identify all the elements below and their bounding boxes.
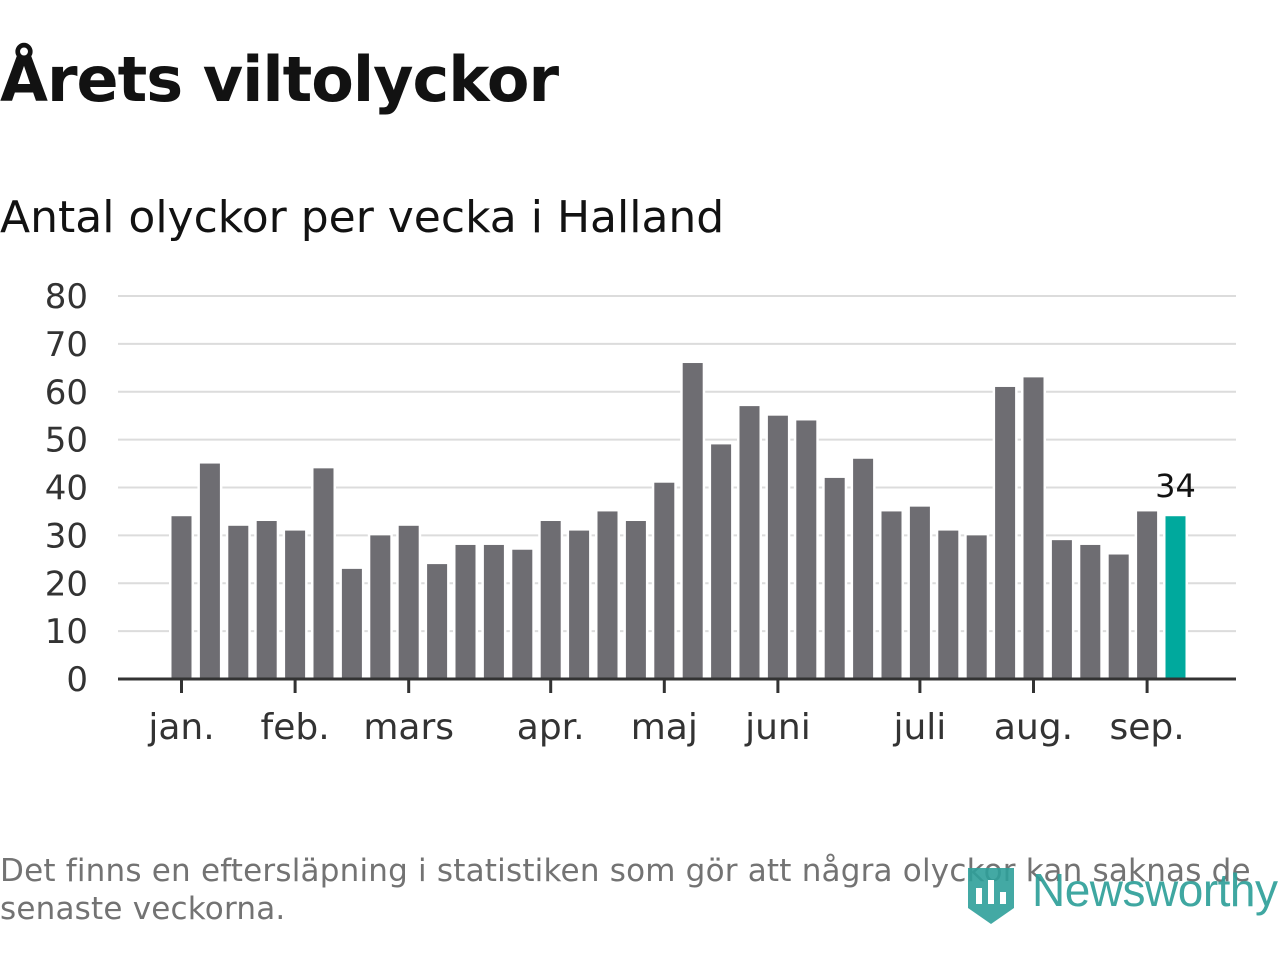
y-tick-label: 70: [45, 325, 88, 365]
bar: [850, 456, 876, 682]
bar: [651, 480, 677, 682]
bar: [566, 528, 592, 682]
newsworthy-logo: Newsworthy: [964, 858, 1280, 930]
bar: [595, 508, 620, 682]
highlight-value-label: 34: [1155, 467, 1196, 505]
bar: [879, 508, 904, 682]
bar: [396, 523, 422, 682]
x-tick-label: juni: [744, 707, 811, 748]
bar: [197, 461, 223, 682]
bar: [311, 465, 336, 682]
bar: [424, 561, 450, 682]
x-axis: [118, 677, 1236, 693]
bar: [822, 475, 848, 682]
y-tick-label: 20: [45, 564, 88, 604]
bar: [1077, 542, 1103, 682]
bar: [453, 542, 478, 682]
y-tick-label: 60: [45, 373, 88, 413]
x-tick-label: maj: [631, 707, 698, 748]
x-tick-label: aug.: [994, 707, 1073, 748]
x-tick-label: feb.: [261, 707, 330, 748]
x-tick-label: mars: [363, 707, 454, 748]
bar: [481, 542, 507, 682]
bar: [1049, 537, 1075, 682]
bar: [225, 523, 251, 682]
x-tick-label: jan.: [147, 707, 214, 748]
bar: [339, 566, 365, 682]
x-tick-label: juli: [892, 707, 946, 748]
bar: [538, 518, 564, 682]
bar: [509, 547, 535, 682]
y-axis-labels: 0 10 20 30 40 50 60 70 80: [45, 277, 88, 700]
chart-title: Årets viltolyckor: [0, 43, 559, 116]
bar: [935, 528, 961, 682]
bar: [708, 441, 734, 682]
footnote: Det finns en eftersläpning i statistiken…: [0, 853, 1251, 927]
newsworthy-wordmark: Newsworthy: [1032, 864, 1278, 916]
bar: [907, 504, 933, 682]
bar: [254, 518, 280, 682]
y-tick-label: 0: [66, 660, 88, 700]
bar: [765, 413, 791, 682]
bar: [1106, 552, 1132, 682]
y-tick-label: 80: [45, 277, 88, 317]
bar: [367, 532, 393, 682]
x-tick-label: sep.: [1109, 707, 1184, 748]
y-tick-label: 30: [45, 516, 88, 556]
bar: [992, 384, 1018, 682]
bar: [282, 528, 308, 682]
y-tick-label: 40: [45, 469, 88, 509]
x-axis-labels: jan. feb. mars apr. maj juni juli aug. sep.: [147, 707, 1184, 748]
gridlines: [118, 295, 1236, 633]
newsworthy-logo-icon: [968, 868, 1014, 924]
y-tick-label: 50: [45, 421, 88, 461]
annotations: 34: [1155, 467, 1196, 505]
x-tick-label: apr.: [517, 707, 585, 748]
bar-highlight: [1163, 513, 1188, 682]
y-tick-label: 10: [45, 612, 88, 652]
bar: [1021, 374, 1046, 682]
bar: [680, 360, 706, 682]
bar: [1134, 508, 1160, 682]
bar: [964, 532, 990, 682]
chart-subtitle: Antal olyckor per vecka i Halland: [0, 192, 725, 243]
bar: [793, 417, 819, 682]
bar: [169, 513, 194, 682]
bar: [623, 518, 649, 682]
bar: [737, 403, 762, 682]
